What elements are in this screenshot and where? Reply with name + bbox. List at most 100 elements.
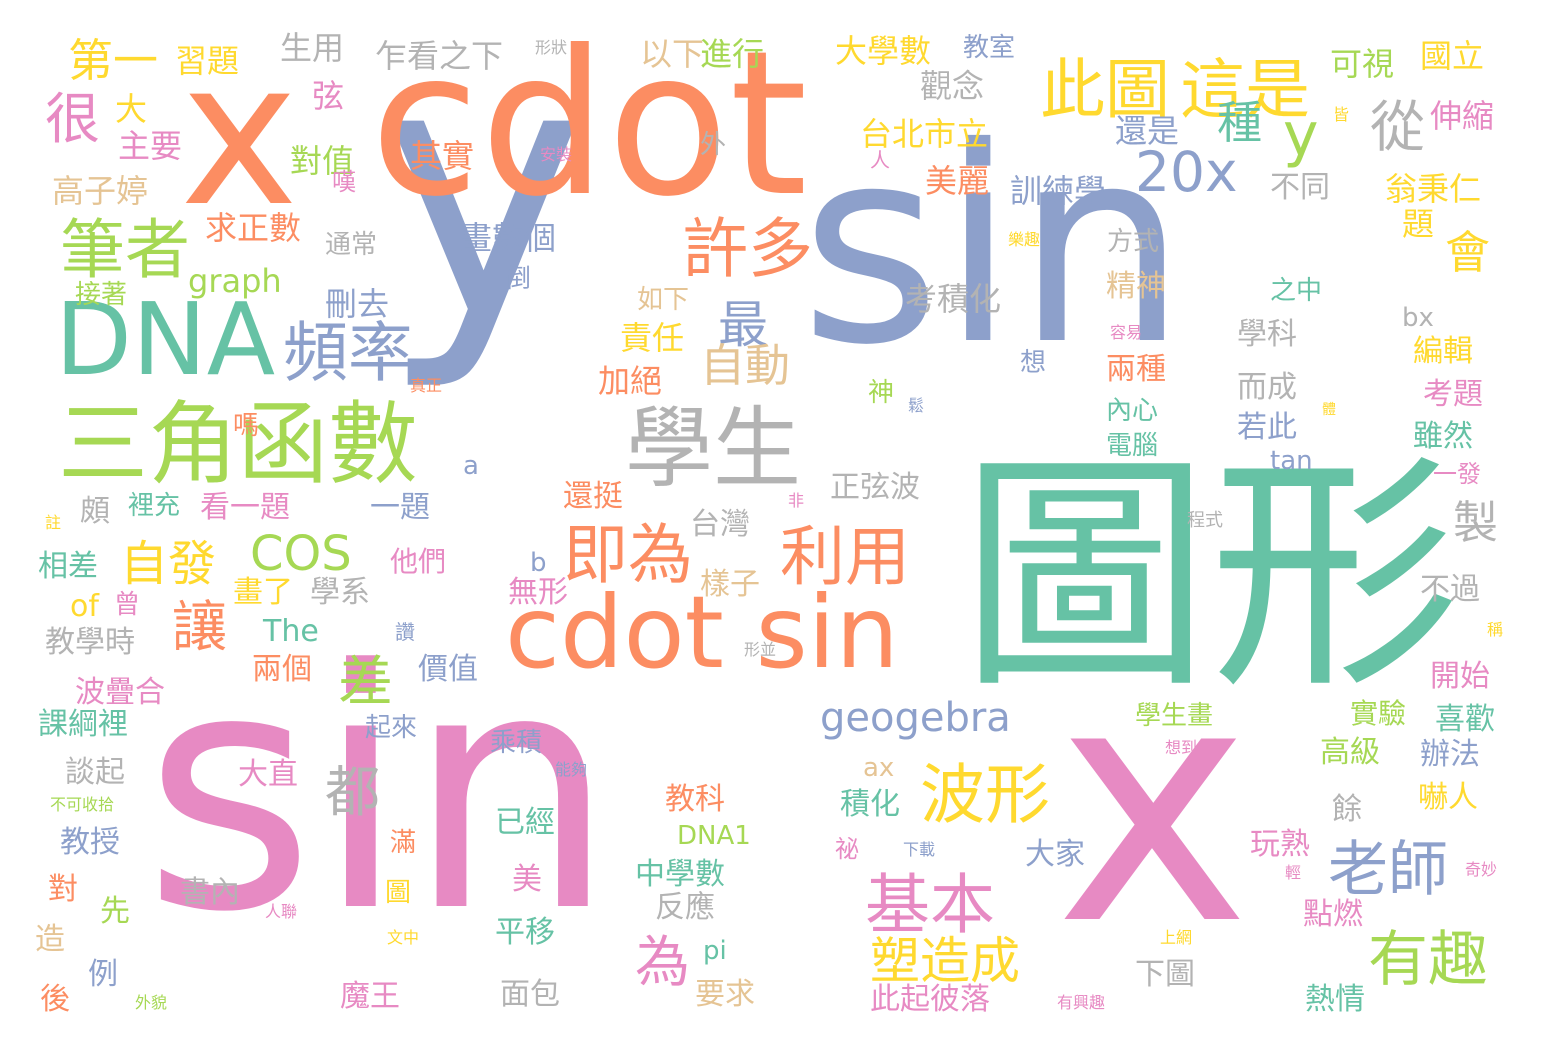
word-18: 許多 — [683, 217, 813, 282]
word-98: 內心 — [1106, 398, 1158, 424]
word-81: 精神 — [1106, 272, 1166, 302]
word-47: 大學數 — [835, 35, 931, 67]
word-156: 祕 — [835, 837, 859, 861]
word-32: 自發 — [120, 540, 216, 588]
word-76: graph — [188, 265, 282, 297]
word-122: 學系 — [310, 578, 370, 608]
word-164: 美 — [512, 865, 542, 895]
word-78: 刪去 — [325, 288, 389, 320]
word-138: 課綱裡 — [38, 710, 128, 740]
word-17: 頻率 — [283, 321, 413, 386]
word-85: bx — [1402, 305, 1434, 331]
word-97: 嗎 — [233, 413, 259, 439]
word-128: 稱 — [1487, 622, 1503, 638]
word-155: DNA1 — [677, 823, 751, 849]
word-46: 進行 — [700, 38, 764, 70]
word-89: 加絕 — [598, 365, 662, 397]
word-79: 倒 — [505, 266, 531, 292]
word-88: 編輯 — [1413, 337, 1473, 367]
word-106: 頗 — [80, 497, 110, 527]
word-56: 其實 — [410, 140, 474, 172]
word-93: 想 — [1020, 350, 1046, 376]
word-111: 正弦波 — [830, 473, 920, 503]
word-39: 會 — [1445, 230, 1490, 275]
word-178: 下圖 — [1135, 960, 1195, 990]
word-27: 讓 — [172, 600, 227, 655]
word-15: 20x — [1135, 145, 1238, 200]
word-29: 都 — [325, 765, 380, 820]
word-26: COS — [250, 530, 352, 578]
word-99: 體 — [1322, 403, 1336, 417]
word-160: 玩熟 — [1250, 830, 1310, 860]
word-37: 種 — [1217, 100, 1262, 145]
word-142: 想到 — [1165, 740, 1197, 756]
word-52: 大 — [115, 93, 147, 125]
word-161: 奇妙 — [1465, 862, 1497, 878]
word-147: 談起 — [65, 758, 125, 788]
word-165: 輕 — [1285, 865, 1301, 881]
word-126: The — [263, 617, 319, 647]
word-50: 可視 — [1330, 48, 1394, 80]
word-149: 教科 — [665, 785, 725, 815]
word-61: 皆 — [1333, 107, 1349, 123]
word-96: 考題 — [1423, 380, 1483, 410]
word-184: 此起彼落 — [870, 985, 990, 1015]
word-171: 點燃 — [1303, 900, 1363, 930]
word-19: 即為 — [563, 523, 693, 588]
word-152: 嚇人 — [1418, 783, 1478, 813]
word-105: 一發 — [1433, 462, 1481, 486]
word-166: 書內 — [180, 878, 240, 908]
word-134: 波疊合 — [75, 678, 165, 708]
word-158: 滿 — [390, 830, 416, 856]
word-70: 求正數 — [205, 212, 301, 244]
word-157: 下載 — [903, 842, 935, 858]
word-87: 學科 — [1237, 320, 1297, 350]
word-139: 起來 — [365, 715, 417, 741]
word-173: 文中 — [387, 930, 419, 946]
word-82: 之中 — [1270, 278, 1322, 304]
word-73: 樂趣 — [1008, 232, 1040, 248]
word-84: 容易 — [1110, 325, 1142, 341]
word-104: tan — [1270, 448, 1313, 474]
word-169: 人聯 — [265, 904, 297, 920]
word-124: of — [70, 592, 99, 622]
word-121: 畫了 — [233, 578, 293, 608]
word-74: 方式 — [1107, 229, 1159, 255]
word-7: 圖形 — [960, 452, 1460, 702]
word-103: a — [463, 453, 479, 479]
word-109: 一題 — [370, 493, 430, 523]
word-123: 無形 — [508, 578, 568, 608]
word-172: 造 — [35, 925, 65, 955]
word-133: 開始 — [1430, 662, 1490, 692]
word-170: 反應 — [655, 893, 715, 923]
word-63: 高子婷 — [52, 175, 148, 207]
word-45: 以下 — [640, 38, 704, 70]
word-92: 鬆 — [908, 398, 924, 414]
word-153: 已經 — [495, 808, 555, 838]
word-114: 註 — [45, 515, 61, 531]
word-179: 後 — [40, 985, 70, 1015]
word-14: y — [1283, 105, 1319, 165]
word-132: 價值 — [418, 655, 478, 685]
word-136: 實驗 — [1350, 700, 1406, 728]
word-58: 外 — [700, 132, 726, 158]
word-177: pi — [703, 938, 727, 964]
word-54: 弦 — [312, 80, 344, 112]
word-25: geogebra — [820, 698, 1011, 738]
word-42: 生用 — [280, 32, 344, 64]
word-112: 非 — [788, 493, 804, 509]
word-167: 圖 — [385, 880, 411, 906]
word-130: 形並 — [744, 642, 776, 658]
word-86: 責任 — [620, 322, 684, 354]
word-100: 雖然 — [1413, 422, 1473, 452]
word-110: 還挺 — [563, 482, 623, 512]
word-120: 不過 — [1420, 575, 1480, 605]
word-151: 餘 — [1332, 795, 1362, 825]
word-145: ax — [863, 755, 894, 781]
word-127: 讚 — [395, 622, 415, 642]
word-68: 翁秉仁 — [1385, 173, 1481, 205]
word-116: 相差 — [38, 552, 98, 582]
word-118: 他們 — [390, 548, 446, 576]
word-28: 差 — [338, 655, 393, 710]
